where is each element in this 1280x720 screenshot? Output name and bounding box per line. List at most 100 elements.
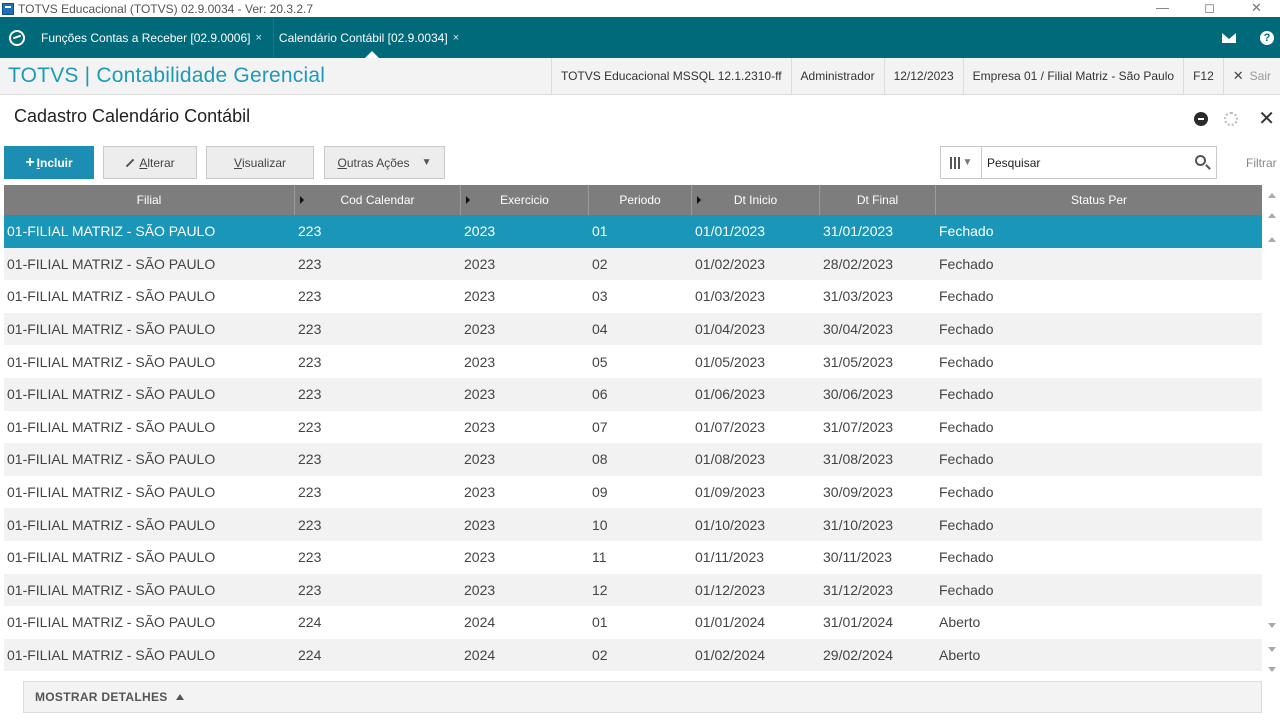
table-row[interactable]: 01-FILIAL MATRIZ - SÃO PAULO 223 2023 01 01/… (4, 215, 1262, 248)
cell-exercicio: 2023 (464, 516, 496, 533)
table-row[interactable]: 01-FILIAL MATRIZ - SÃO PAULO 223 2023 07 01/… (4, 411, 1262, 444)
tab-funcoes-contas-receber[interactable]: Funções Contas a Receber [02.9.0006] × (41, 17, 268, 58)
cell-status-per: Fechado (939, 223, 994, 240)
table-row[interactable]: 01-FILIAL MATRIZ - SÃO PAULO 223 2023 09 01/… (4, 476, 1262, 509)
filter-link[interactable]: Filtrar (1246, 156, 1277, 170)
cell-status-per: Aberto (939, 647, 981, 664)
cell-dt-inicio: 01/02/2023 (695, 255, 766, 272)
scroll-down-icon[interactable] (1268, 623, 1276, 628)
column-header-filial[interactable]: Filial (4, 185, 295, 215)
cell-cod-calendar: 224 (298, 647, 322, 664)
table-row[interactable]: 01-FILIAL MATRIZ - SÃO PAULO 223 2023 05 01/… (4, 345, 1262, 378)
search-icon[interactable] (1195, 155, 1206, 166)
mail-icon[interactable] (1222, 32, 1236, 43)
table-row[interactable]: 01-FILIAL MATRIZ - SÃO PAULO 224 2024 02 01/… (4, 638, 1262, 672)
cell-cod-calendar: 223 (298, 549, 322, 566)
pencil-icon (126, 158, 135, 167)
cell-periodo: 08 (592, 451, 608, 468)
scroll-bottom-icon[interactable] (1268, 667, 1276, 672)
cell-filial: 01-FILIAL MATRIZ - SÃO PAULO (7, 321, 216, 338)
minimize-button[interactable]: — (1156, 0, 1169, 15)
table-row[interactable]: 01-FILIAL MATRIZ - SÃO PAULO 224 2024 01 01/… (4, 606, 1262, 639)
window-close-button[interactable]: ✕ (1251, 0, 1262, 15)
restore-button[interactable]: ◻ (1204, 0, 1215, 15)
chevron-down-icon: ▼ (421, 157, 432, 168)
grid-scrollbar[interactable] (1264, 185, 1280, 680)
cell-exercicio: 2023 (464, 581, 496, 598)
cell-status-per: Fechado (939, 516, 994, 533)
table-row[interactable]: 01-FILIAL MATRIZ - SÃO PAULO 223 2023 08 01/… (4, 443, 1262, 476)
column-header-dt-final[interactable]: Dt Final (820, 185, 936, 215)
incluir-label: ncluir (40, 155, 73, 170)
tab-label: Calendário Contábil [02.9.0034] (278, 30, 448, 45)
table-row[interactable]: 01-FILIAL MATRIZ - SÃO PAULO 223 2023 06 01/… (4, 377, 1262, 411)
column-header-status-per[interactable]: Status Per (1070, 193, 1128, 207)
column-header-dt-inicio[interactable]: Dt Inicio (692, 185, 820, 215)
cell-periodo: 07 (592, 418, 608, 435)
window-controls: — ◻ ✕ (1139, 0, 1280, 17)
company-info[interactable]: Empresa 01 / Filial Matriz - São Paulo (962, 58, 1183, 94)
f12-button[interactable]: F12 (1183, 58, 1223, 94)
sort-icon (466, 196, 470, 204)
cell-cod-calendar: 223 (298, 386, 322, 403)
column-header-label: Cod Calendar (340, 193, 415, 207)
tab-close-icon[interactable]: × (255, 31, 262, 44)
totvs-logo-icon[interactable] (9, 29, 25, 46)
details-toggle[interactable]: MOSTRAR DETALHES (23, 681, 1262, 713)
table-row[interactable]: 01-FILIAL MATRIZ - SÃO PAULO 223 2023 12 01/… (4, 573, 1262, 607)
cell-periodo: 01 (592, 614, 608, 631)
record-info-icon[interactable] (1194, 112, 1209, 126)
column-header-cod-calendar[interactable]: Cod Calendar (295, 185, 461, 215)
cell-filial: 01-FILIAL MATRIZ - SÃO PAULO (7, 516, 216, 533)
cell-status-per: Aberto (939, 614, 981, 631)
sort-icon (697, 196, 701, 204)
user-info[interactable]: Administrador (790, 58, 884, 94)
plus-icon: + (25, 153, 35, 171)
tab-close-icon[interactable]: × (452, 31, 460, 44)
date-info[interactable]: 12/12/2023 (883, 58, 963, 94)
column-header-exercicio[interactable]: Exercicio (461, 185, 589, 215)
cell-periodo: 03 (592, 288, 608, 305)
table-row[interactable]: 01-FILIAL MATRIZ - SÃO PAULO 223 2023 03 01/… (4, 280, 1262, 313)
tab-calendario-contabil[interactable]: Calendário Contábil [02.9.0034] × (279, 17, 465, 58)
column-header-periodo[interactable]: Periodo (589, 185, 692, 215)
cell-status-per: Fechado (939, 581, 994, 598)
table-row[interactable]: 01-FILIAL MATRIZ - SÃO PAULO 223 2023 04 01/… (4, 312, 1262, 346)
cell-exercicio: 2023 (464, 353, 496, 370)
cell-exercicio: 2023 (464, 321, 496, 338)
alterar-hotkey: A (139, 155, 148, 170)
cell-status-per: Fechado (939, 386, 994, 403)
window-titlebar: TOTVS Educacional (TOTVS) 02.9.0034 - Ve… (0, 0, 1280, 17)
page-title-actions: ✕ (1194, 108, 1280, 130)
help-icon[interactable]: ? (1260, 30, 1274, 45)
cell-status-per: Fechado (939, 321, 994, 338)
cell-periodo: 09 (592, 484, 608, 501)
column-header-label: Exercicio (500, 193, 549, 207)
cell-cod-calendar: 223 (298, 418, 322, 435)
chevron-down-icon: ▼ (962, 157, 973, 168)
search-input[interactable] (987, 155, 1187, 170)
scroll-page-up-icon[interactable] (1268, 213, 1276, 218)
cell-dt-final: 28/02/2023 (823, 255, 894, 272)
table-row[interactable]: 01-FILIAL MATRIZ - SÃO PAULO 223 2023 11 01/… (4, 541, 1262, 574)
cell-cod-calendar: 223 (298, 484, 322, 501)
scroll-top-icon[interactable] (1268, 193, 1276, 198)
close-icon[interactable]: ✕ (1258, 108, 1275, 130)
exit-button[interactable]: ✕ Sair (1222, 58, 1280, 94)
cell-dt-inicio: 01/01/2024 (695, 614, 766, 631)
column-selector-button[interactable]: ▼ (941, 147, 982, 178)
scroll-page-down-icon[interactable] (1268, 647, 1276, 652)
environment-info: TOTVS Educacional MSSQL 12.1.2310-ff (550, 58, 791, 94)
page-title: Cadastro Calendário Contábil (14, 106, 251, 126)
table-row[interactable]: 01-FILIAL MATRIZ - SÃO PAULO 223 2023 02 01/… (4, 247, 1262, 281)
columns-icon (949, 156, 960, 169)
table-row[interactable]: 01-FILIAL MATRIZ - SÃO PAULO 223 2023 10 01/… (4, 508, 1262, 541)
cell-periodo: 02 (592, 255, 608, 272)
gear-icon[interactable] (1224, 112, 1239, 126)
scroll-up-icon[interactable] (1268, 237, 1276, 242)
visualizar-label: isualizar (242, 155, 287, 170)
